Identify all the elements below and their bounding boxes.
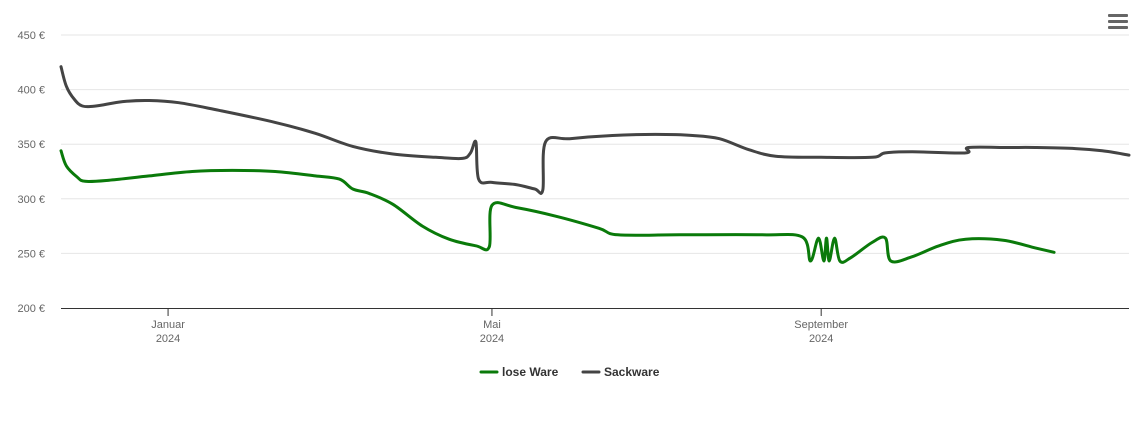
y-tick-label: 200 € <box>17 303 45 315</box>
legend-label: Sackware <box>604 365 660 379</box>
x-tick-month: Januar <box>151 319 185 331</box>
legend: lose Ware Sackware <box>479 365 660 379</box>
y-tick-label: 400 € <box>17 85 45 97</box>
series-lines <box>59 65 1131 264</box>
x-tick-month: Mai <box>483 319 501 331</box>
chart-menu-icon[interactable] <box>1108 14 1128 30</box>
legend-item-0[interactable]: lose Ware <box>479 365 559 379</box>
y-tick-label: 450 € <box>17 30 45 42</box>
y-tick-label: 250 € <box>17 248 45 260</box>
legend-label: lose Ware <box>502 365 559 379</box>
grid-lines <box>61 34 1129 254</box>
x-tick-year: 2024 <box>156 333 180 345</box>
y-tick-label: 300 € <box>17 194 45 206</box>
legend-item-1[interactable]: Sackware <box>581 365 660 379</box>
series-line-0 <box>59 149 1056 264</box>
x-tick-month: September <box>794 319 848 331</box>
series-line-1 <box>59 65 1131 195</box>
y-tick-label: 350 € <box>17 139 45 151</box>
y-axis: 200 € 250 € 300 € 350 € 400 € 450 € <box>17 30 45 315</box>
x-tick-year: 2024 <box>809 333 833 345</box>
x-tick-year: 2024 <box>480 333 504 345</box>
x-axis: Januar 2024 Mai 2024 September 2024 <box>61 308 1129 345</box>
